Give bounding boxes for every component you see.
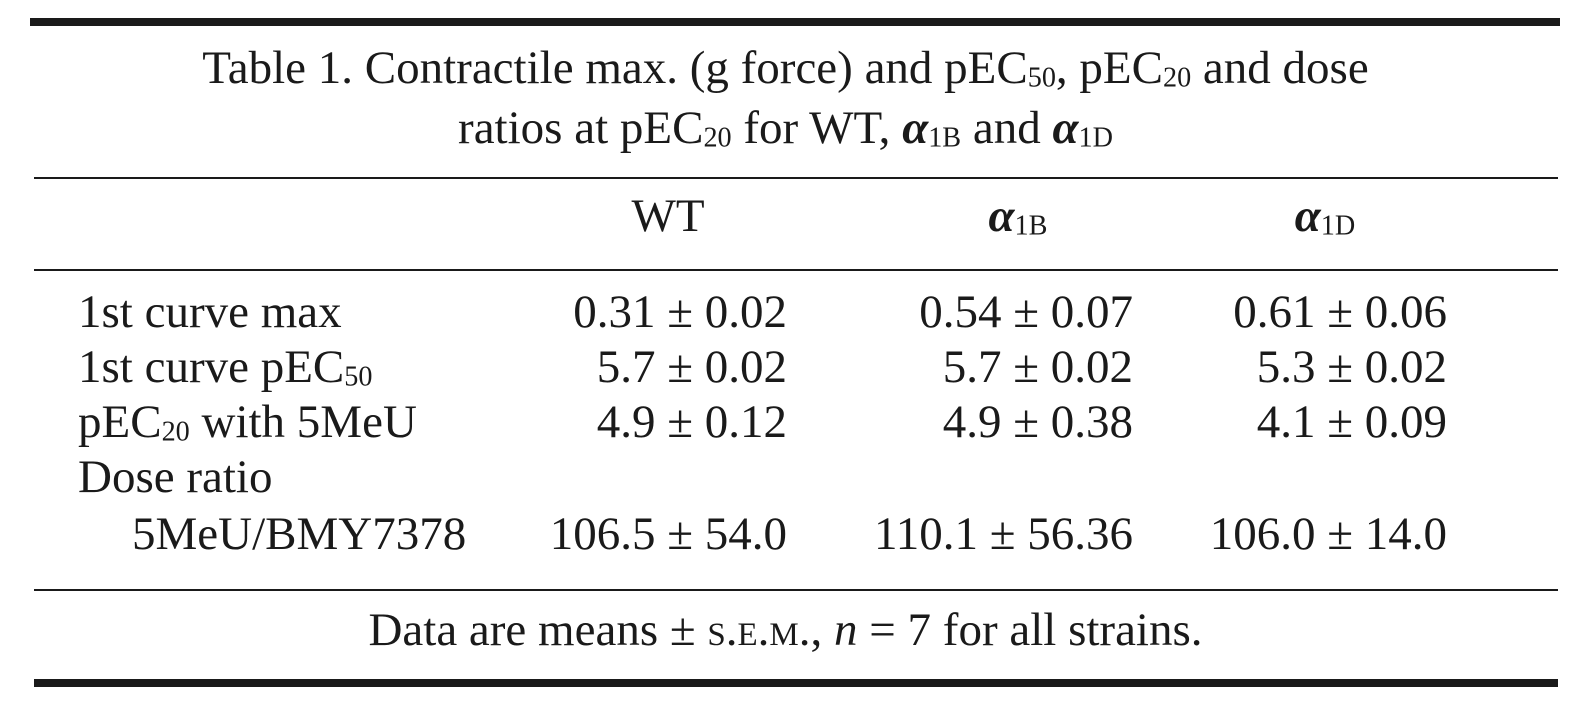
text-run: WT bbox=[631, 190, 705, 242]
text-run: for WT, bbox=[731, 102, 903, 154]
table-cell: 110.1 ± 56.36 bbox=[873, 508, 1133, 560]
table-cell: 5.7 ± 0.02 bbox=[596, 341, 787, 393]
text-run: 20 bbox=[1162, 62, 1192, 94]
table-cell: 4.9 ± 0.38 bbox=[942, 396, 1133, 448]
top-rule bbox=[30, 18, 1560, 26]
text-run: 1st curve pEC bbox=[78, 341, 345, 393]
text-run: ratios at pEC bbox=[458, 102, 704, 154]
table-title: Table 1. Contractile max. (g force) and … bbox=[0, 40, 1571, 96]
text-run: with 5MeU bbox=[189, 396, 417, 448]
text-run: α bbox=[902, 102, 929, 154]
text-run: 20 bbox=[703, 122, 732, 154]
row-label: Dose ratio bbox=[78, 449, 272, 505]
table-cell: 4.1 ± 0.09 bbox=[1256, 396, 1447, 448]
row-label: 5MeU/BMY7378 bbox=[132, 506, 466, 562]
text-run: Data are means ± bbox=[368, 604, 708, 656]
text-run: and bbox=[961, 102, 1053, 154]
text-run: Table 1. Contractile max. (g force) and … bbox=[202, 42, 1028, 94]
column-header: α1B bbox=[868, 188, 1168, 244]
row-label: pEC20 with 5MeU bbox=[78, 394, 417, 450]
column-header: WT bbox=[518, 188, 818, 244]
footnote: Data are means ± s.e.m., n = 7 for all s… bbox=[0, 602, 1571, 658]
text-run: α bbox=[988, 190, 1015, 242]
text-run: 1B bbox=[928, 122, 962, 154]
table-cell: 5.7 ± 0.02 bbox=[942, 341, 1133, 393]
text-run: pEC bbox=[78, 396, 162, 448]
table-cell: 106.0 ± 14.0 bbox=[1209, 508, 1447, 560]
table-cell: 0.31 ± 0.02 bbox=[573, 286, 787, 338]
text-run: , bbox=[810, 604, 835, 656]
text-run: , pEC bbox=[1055, 42, 1163, 94]
table-cell: 5.3 ± 0.02 bbox=[1256, 341, 1447, 393]
text-run: 1D bbox=[1320, 210, 1356, 242]
column-header: α1D bbox=[1175, 188, 1475, 244]
text-run: s.e.m. bbox=[707, 604, 811, 656]
row-label: 1st curve max bbox=[78, 284, 342, 340]
text-run: 5MeU/BMY7378 bbox=[132, 508, 467, 560]
text-run: 1D bbox=[1078, 122, 1113, 154]
text-run: and dose bbox=[1191, 42, 1369, 94]
text-run: 1B bbox=[1014, 210, 1048, 242]
text-run: n bbox=[834, 604, 858, 656]
bottom-rule bbox=[34, 679, 1558, 687]
text-run: 50 bbox=[344, 361, 373, 393]
text-run: α bbox=[1052, 102, 1079, 154]
text-run: = 7 for all strains. bbox=[857, 604, 1203, 656]
footer-rule bbox=[34, 589, 1558, 591]
row-label: 1st curve pEC50 bbox=[78, 339, 372, 395]
table-title: ratios at pEC20 for WT, α1B and α1D bbox=[0, 100, 1571, 156]
table-cell: 106.5 ± 54.0 bbox=[549, 508, 787, 560]
body-rule bbox=[34, 269, 1558, 271]
table-cell: 0.61 ± 0.06 bbox=[1233, 286, 1447, 338]
header-rule bbox=[34, 177, 1558, 179]
text-run: α bbox=[1294, 190, 1321, 242]
text-run: 50 bbox=[1027, 62, 1056, 94]
table-cell: 4.9 ± 0.12 bbox=[596, 396, 787, 448]
text-run: 1st curve max bbox=[78, 286, 342, 338]
text-run: Dose ratio bbox=[78, 451, 273, 503]
text-run: 20 bbox=[161, 416, 190, 448]
table-cell: 0.54 ± 0.07 bbox=[919, 286, 1133, 338]
